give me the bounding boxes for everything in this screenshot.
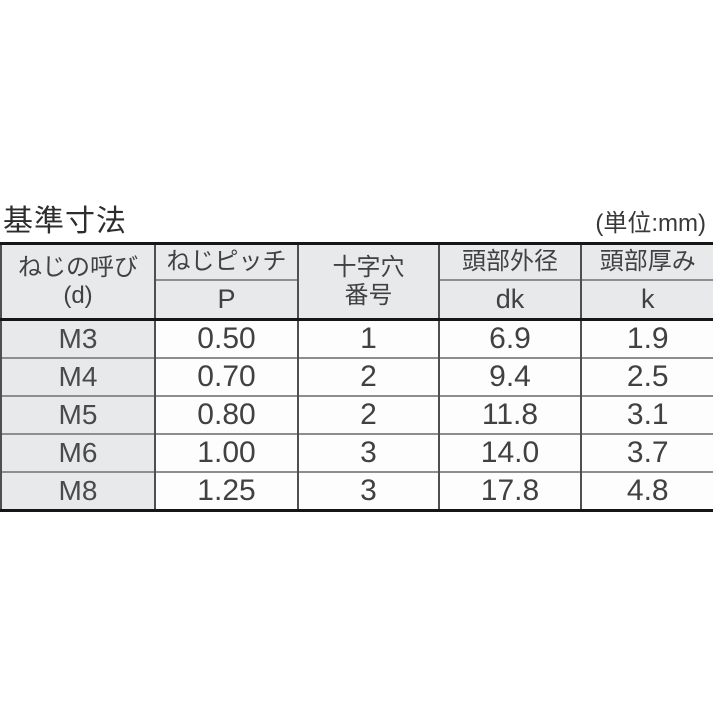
cell-head-thickness: 3.7 xyxy=(580,433,713,472)
column-header-nominal-size-line1: ねじの呼び xyxy=(18,253,138,281)
cell-d: M4 xyxy=(0,357,155,396)
cell-recess-no: 2 xyxy=(297,395,439,434)
title-bar: 基準寸法 (単位:mm) xyxy=(3,196,706,240)
cell-head-diameter: 17.8 xyxy=(438,471,581,511)
page-title: 基準寸法 xyxy=(3,205,127,238)
column-symbol-k: k xyxy=(580,279,713,320)
cell-d: M6 xyxy=(0,433,155,472)
cell-recess-no: 2 xyxy=(297,357,439,396)
cell-pitch: 1.25 xyxy=(154,471,298,511)
cell-pitch: 0.80 xyxy=(154,395,298,434)
cell-pitch: 1.00 xyxy=(154,433,298,472)
column-header-head-thickness: 頭部厚み xyxy=(580,243,713,280)
cell-head-diameter: 11.8 xyxy=(438,395,581,434)
table-row-m6: M6 1.00 3 14.0 3.7 xyxy=(0,433,713,472)
column-header-recess-number-line1: 十字穴 xyxy=(332,253,405,281)
cell-head-diameter: 9.4 xyxy=(438,357,581,396)
table-row-m4: M4 0.70 2 9.4 2.5 xyxy=(0,357,713,396)
cell-d: M8 xyxy=(0,471,155,511)
column-header-nominal-size-line2: (d) xyxy=(63,281,93,309)
cell-recess-no: 3 xyxy=(297,433,439,472)
column-header-recess-number: 十字穴 番号 xyxy=(297,243,439,320)
cell-head-diameter: 14.0 xyxy=(438,433,581,472)
cell-head-diameter: 6.9 xyxy=(438,318,581,358)
cell-recess-no: 3 xyxy=(297,471,439,511)
unit-label: (単位:mm) xyxy=(595,210,706,237)
cell-pitch: 0.50 xyxy=(154,318,298,358)
column-header-nominal-size: ねじの呼び (d) xyxy=(0,243,155,320)
column-symbol-dk: dk xyxy=(438,279,581,320)
cell-head-thickness: 1.9 xyxy=(580,318,713,358)
column-header-recess-number-line2: 番号 xyxy=(344,281,393,309)
table-row-m3: M3 0.50 1 6.9 1.9 xyxy=(0,318,713,358)
cell-d: M5 xyxy=(0,395,155,434)
cell-d: M3 xyxy=(0,318,155,358)
cell-head-thickness: 2.5 xyxy=(580,357,713,396)
column-header-head-diameter: 頭部外径 xyxy=(438,243,581,280)
spec-table: ねじの呼び (d) ねじピッチ 十字穴 番号 頭部外径 頭部厚み P dk k … xyxy=(0,242,713,512)
cell-recess-no: 1 xyxy=(297,318,439,358)
cell-head-thickness: 3.1 xyxy=(580,395,713,434)
column-symbol-p: P xyxy=(154,279,298,320)
cell-head-thickness: 4.8 xyxy=(580,471,713,511)
table-row-m8: M8 1.25 3 17.8 4.8 xyxy=(0,471,713,511)
table-row-m5: M5 0.80 2 11.8 3.1 xyxy=(0,395,713,434)
cell-pitch: 0.70 xyxy=(154,357,298,396)
column-header-pitch: ねじピッチ xyxy=(154,243,298,280)
